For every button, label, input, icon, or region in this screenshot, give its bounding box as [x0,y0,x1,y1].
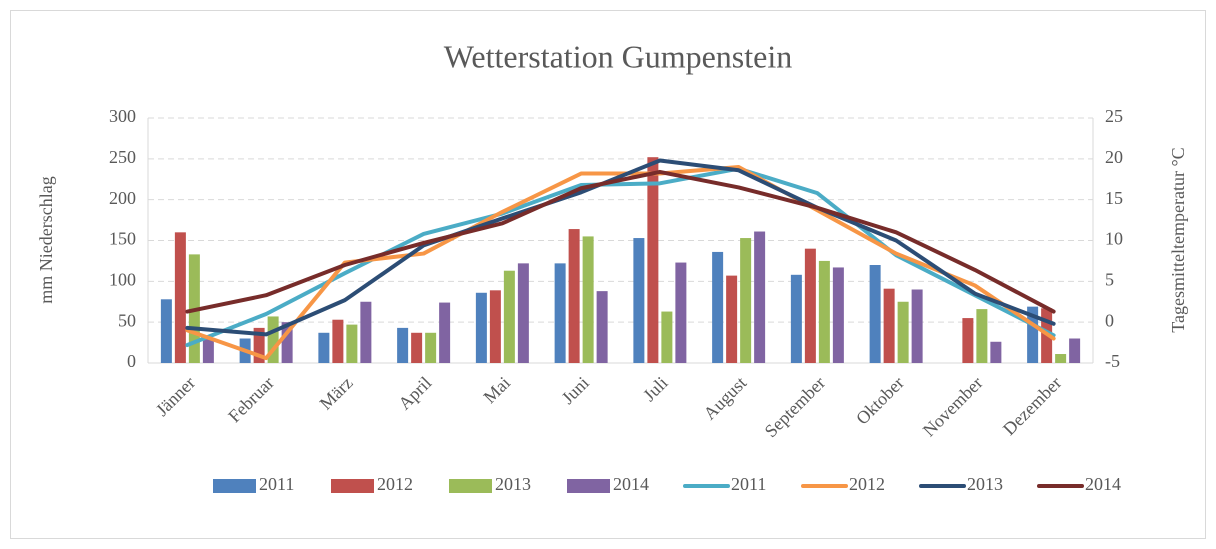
legend-label: 2014 [613,474,649,494]
y2-tick-label: 20 [1105,147,1123,167]
bar [832,267,844,363]
bar [554,263,566,363]
y2-axis-label: Tagesmitteltemperatur °C [1168,147,1188,332]
bar [1055,354,1067,363]
y-tick-label: 200 [109,188,136,208]
legend-label: 2011 [731,474,766,494]
y-tick-label: 50 [118,310,136,330]
y-tick-label: 300 [109,106,136,126]
bar [360,301,372,363]
bar [869,265,881,363]
bar [346,324,358,363]
y-tick-label: 150 [109,229,136,249]
bar [790,274,802,363]
bar [596,291,608,363]
bar [633,238,645,363]
legend-swatch [567,479,610,493]
bar [712,251,724,363]
legend-label: 2014 [1085,474,1121,494]
bar [962,318,974,363]
legend-label: 2011 [259,474,294,494]
bar [1069,338,1081,363]
bar [883,288,895,363]
chart-frame [10,10,1206,539]
bar [897,301,909,363]
chart-title: Wetterstation Gumpenstein [444,38,792,74]
bar [332,319,344,363]
y2-tick-label: 10 [1105,229,1123,249]
legend-label: 2013 [495,474,531,494]
y2-tick-label: 5 [1105,269,1114,289]
bar [318,332,330,363]
bar [818,260,830,363]
bar [439,302,451,363]
bar [740,238,752,363]
y-tick-label: 100 [109,269,136,289]
bar [517,263,529,363]
line [185,165,1056,361]
y2-tick-label: 0 [1105,310,1114,330]
bar [911,289,923,363]
y-axis-label: mm Niederschlag [36,176,56,303]
bar [804,248,816,363]
y2-tick-label: 25 [1105,106,1123,126]
bar [990,341,1002,363]
bar [411,332,423,363]
bar [253,327,265,363]
bar [281,322,293,363]
y-tick-label: 0 [127,351,136,371]
legend-label: 2012 [377,474,413,494]
bar [174,232,186,363]
bar [160,299,172,363]
y-tick-label: 250 [109,147,136,167]
line [185,158,1056,337]
bar [425,332,437,363]
bar [647,157,659,363]
bar [503,270,515,363]
bar [267,316,279,363]
bar [754,231,766,363]
legend-swatch [213,479,256,493]
bar [661,311,673,363]
legend-swatch [449,479,492,493]
bar [582,236,594,363]
bar [475,292,487,363]
bar [1027,306,1039,363]
legend-label: 2013 [967,474,1003,494]
bar [976,309,988,363]
legend-label: 2012 [849,474,885,494]
bar [726,275,738,363]
bar [568,229,580,363]
y2-tick-label: -5 [1105,351,1120,371]
line [185,169,1056,314]
bar [675,262,687,363]
bar [397,327,409,363]
legend-swatch [331,479,374,493]
y2-tick-label: 15 [1105,188,1123,208]
bar [202,338,214,363]
bar [489,290,501,363]
